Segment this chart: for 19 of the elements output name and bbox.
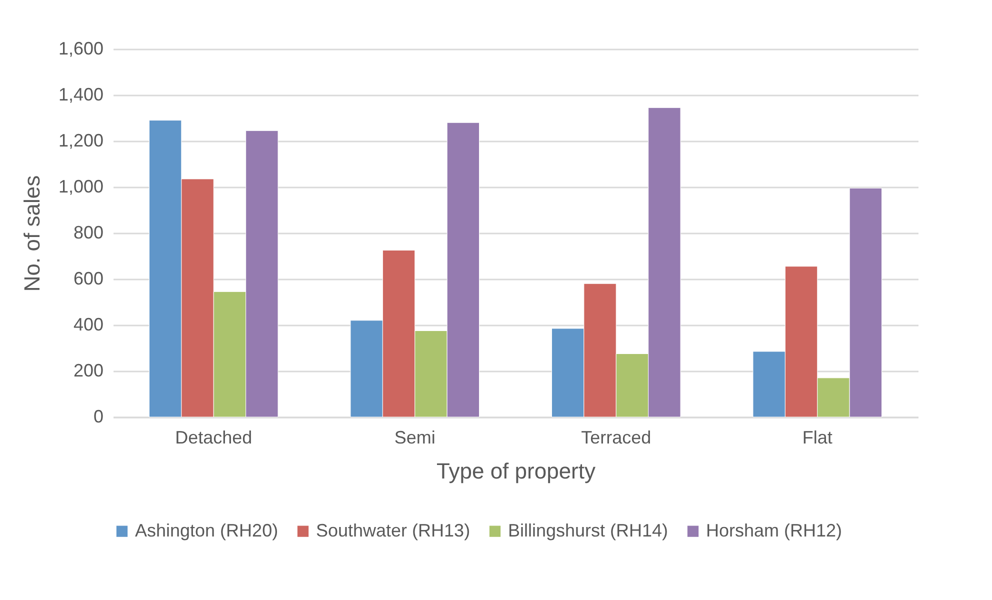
y-tick-label: 1,400 bbox=[58, 84, 104, 104]
legend-label: Ashington (RH20) bbox=[135, 520, 278, 540]
y-tick-label: 0 bbox=[93, 406, 104, 426]
y-axis-title: No. of sales bbox=[19, 175, 44, 292]
x-tick-label: Terraced bbox=[581, 428, 652, 448]
y-tick-label: 800 bbox=[73, 222, 104, 242]
x-axis-title: Type of property bbox=[436, 458, 596, 484]
y-tick-label: 1,600 bbox=[58, 38, 104, 58]
x-tick-label: Flat bbox=[802, 428, 832, 448]
y-tick-label: 1,200 bbox=[58, 130, 104, 150]
y-tick-label: 400 bbox=[73, 314, 104, 334]
y-tick-label: 200 bbox=[73, 360, 104, 380]
x-tick-label: Semi bbox=[394, 428, 436, 448]
legend-label: Southwater (RH13) bbox=[316, 520, 470, 540]
y-tick-label: 600 bbox=[73, 268, 104, 288]
x-tick-label: Detached bbox=[175, 428, 252, 448]
y-tick-label: 1,000 bbox=[58, 176, 104, 196]
legend-label: Billingshurst (RH14) bbox=[508, 520, 668, 540]
legend-label: Horsham (RH12) bbox=[706, 520, 842, 540]
